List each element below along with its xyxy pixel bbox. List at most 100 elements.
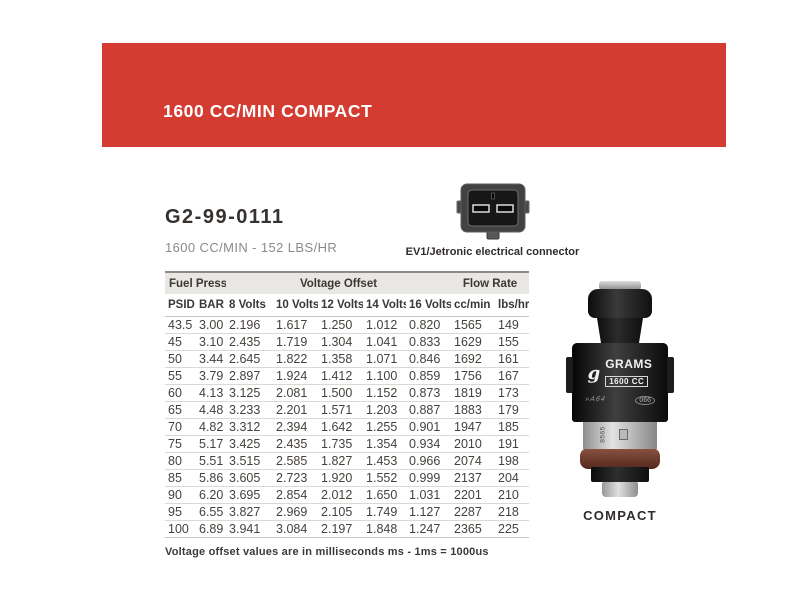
table-cell: 2.012	[318, 486, 364, 504]
table-cell: 1.354	[363, 435, 407, 453]
table-cell: 45	[165, 333, 196, 351]
injector-marking-stamp: 066	[635, 396, 655, 406]
table-cell: 173	[495, 384, 530, 402]
injector-clip-left	[566, 357, 573, 393]
table-cell: 2.197	[318, 520, 364, 538]
table-cell: 4.48	[196, 401, 227, 419]
injector-cap	[588, 289, 652, 318]
grams-logo-icon: g	[587, 362, 601, 384]
table-cell: 3.233	[226, 401, 274, 419]
part-number: G2-99-0111	[165, 206, 285, 228]
injector-product-image: g GRAMS 1600 CC »A64 066 8565 COMPACT	[565, 281, 675, 523]
table-cell: 1.500	[318, 384, 364, 402]
injector-body: g GRAMS 1600 CC »A64 066	[566, 343, 674, 422]
table-cell: 85	[165, 469, 196, 487]
table-cell: 3.605	[226, 469, 274, 487]
table-cell: 3.44	[196, 350, 227, 368]
table-cell: 3.695	[226, 486, 274, 504]
table-cell: 1756	[451, 367, 496, 385]
col-header-10v: 10 Volts	[273, 294, 319, 317]
table-cell: 1.642	[318, 418, 364, 436]
table-cell: 75	[165, 435, 196, 453]
table-cell: 1629	[451, 333, 496, 351]
table-row: 85 5.86 3.605 2.723 1.920 1.552 0.999 2137 204	[165, 469, 530, 487]
col-header-bar: BAR	[196, 294, 227, 317]
table-cell: 1.247	[406, 520, 452, 538]
col-header-14v: 14 Volts	[363, 294, 407, 317]
injector-lower-collar	[591, 467, 649, 482]
table-cell: 43.5	[165, 316, 196, 334]
table-cell: 2.723	[273, 469, 319, 487]
table-cell: 1.571	[318, 401, 364, 419]
injector-oring	[580, 448, 660, 469]
table-row: 75 5.17 3.425 2.435 1.735 1.354 0.934 2010 191	[165, 435, 530, 453]
table-cell: 161	[495, 350, 530, 368]
table-cell: 0.887	[406, 401, 452, 419]
col-header-12v: 12 Volts	[318, 294, 364, 317]
table-cell: 2137	[451, 469, 496, 487]
group-header-voltage-offset: Voltage Offset	[226, 271, 452, 294]
connector-label: EV1/Jetronic electrical connector	[405, 246, 580, 258]
table-cell: 3.00	[196, 316, 227, 334]
table-cell: 2365	[451, 520, 496, 538]
table-cell: 3.10	[196, 333, 227, 351]
injector-model-text: 1600 CC	[605, 376, 649, 388]
table-cell: 0.833	[406, 333, 452, 351]
table-cell: 3.312	[226, 418, 274, 436]
table-cell: 167	[495, 367, 530, 385]
injector-steel-band: 8565	[583, 422, 657, 449]
group-header-flow-rate: Flow Rate	[451, 271, 530, 294]
table-cell: 1.924	[273, 367, 319, 385]
table-cell: 4.82	[196, 418, 227, 436]
table-cell: 1.031	[406, 486, 452, 504]
table-cell: 1.552	[363, 469, 407, 487]
table-row: 90 6.20 3.695 2.854 2.012 1.650 1.031 2201 210	[165, 486, 530, 504]
table-cell: 0.820	[406, 316, 452, 334]
table-cell: 6.89	[196, 520, 227, 538]
table-cell: 1.304	[318, 333, 364, 351]
col-header-16v: 16 Volts	[406, 294, 452, 317]
header-banner: 1600 CC/MIN COMPACT	[102, 43, 726, 147]
table-cell: 1.920	[318, 469, 364, 487]
table-cell: 2.081	[273, 384, 319, 402]
page-title: 1600 CC/MIN COMPACT	[163, 101, 373, 121]
ev1-connector-icon	[456, 181, 530, 248]
injector-brand-label: g GRAMS 1600 CC	[572, 357, 668, 389]
table-cell: 198	[495, 452, 530, 470]
voltage-offset-footnote: Voltage offset values are in millisecond…	[165, 546, 489, 558]
table-cell: 6.55	[196, 503, 227, 521]
table-cell: 1.827	[318, 452, 364, 470]
table-cell: 179	[495, 401, 530, 419]
table-cell: 1565	[451, 316, 496, 334]
table-cell: 1.250	[318, 316, 364, 334]
table-cell: 0.966	[406, 452, 452, 470]
table-group-header-row: Fuel Pressure Voltage Offset Flow Rate	[165, 271, 530, 294]
injector-top-rim	[599, 281, 641, 290]
table-row: 60 4.13 3.125 2.081 1.500 1.152 0.873 1819 173	[165, 384, 530, 402]
table-cell: 100	[165, 520, 196, 538]
table-row: 100 6.89 3.941 3.084 2.197 1.848 1.247 2365 225	[165, 520, 530, 538]
flow-spec-table: Fuel Pressure Voltage Offset Flow Rate P…	[165, 271, 530, 538]
table-row: 80 5.51 3.515 2.585 1.827 1.453 0.966 2074 198	[165, 452, 530, 470]
table-cell: 0.859	[406, 367, 452, 385]
table-row: 43.5 3.00 2.196 1.617 1.250 1.012 0.820 1565 149	[165, 316, 530, 334]
table-cell: 1.041	[363, 333, 407, 351]
table-cell: 0.846	[406, 350, 452, 368]
table-cell: 3.425	[226, 435, 274, 453]
table-cell: 2287	[451, 503, 496, 521]
table-cell: 2.435	[226, 333, 274, 351]
table-row: 95 6.55 3.827 2.969 2.105 1.749 1.127 2287 218	[165, 503, 530, 521]
table-cell: 1883	[451, 401, 496, 419]
table-cell: 80	[165, 452, 196, 470]
table-row: 45 3.10 2.435 1.719 1.304 1.041 0.833 1629 155	[165, 333, 530, 351]
table-cell: 0.873	[406, 384, 452, 402]
table-cell: 1.822	[273, 350, 319, 368]
table-cell: 0.901	[406, 418, 452, 436]
table-cell: 1.650	[363, 486, 407, 504]
table-cell: 1.749	[363, 503, 407, 521]
table-cell: 2.196	[226, 316, 274, 334]
table-cell: 218	[495, 503, 530, 521]
table-cell: 1947	[451, 418, 496, 436]
table-column-header-row: PSID BAR 8 Volts 10 Volts 12 Volts 14 Vo…	[165, 294, 530, 317]
table-cell: 1.071	[363, 350, 407, 368]
